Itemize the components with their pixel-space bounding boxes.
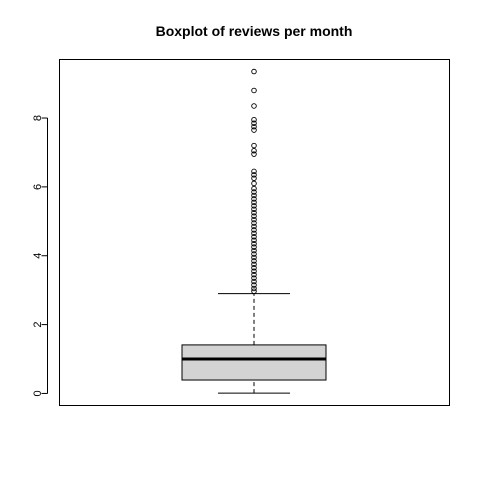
outlier-point	[251, 147, 257, 154]
outlier-point	[251, 87, 257, 94]
outlier-point	[251, 288, 257, 294]
outlier-point	[251, 278, 257, 285]
outlier-point	[251, 240, 257, 247]
outlier-point	[251, 216, 257, 223]
y-tick-label: 0	[32, 390, 44, 396]
outlier-point	[251, 230, 257, 237]
outlier-point	[251, 172, 257, 178]
outlier-point	[251, 282, 257, 288]
box-group	[181, 293, 327, 394]
outlier-point	[251, 206, 257, 213]
outlier-point	[251, 199, 257, 206]
y-tick-label: 2	[32, 322, 44, 328]
outlier-point	[251, 265, 257, 271]
outlier-point	[251, 103, 257, 109]
outlier-point	[251, 203, 257, 209]
y-axis: 0 2 4 6 8	[32, 115, 48, 397]
outlier-point	[251, 271, 257, 278]
outlier-point	[251, 127, 257, 133]
outlier-point	[251, 68, 257, 75]
outlier-point	[251, 285, 257, 292]
outlier-point	[251, 261, 257, 268]
outlier-point	[251, 192, 257, 199]
outlier-point	[251, 120, 257, 126]
outlier-point	[251, 175, 257, 182]
outliers	[251, 68, 257, 294]
outlier-point	[251, 209, 257, 216]
outlier-point	[251, 223, 257, 230]
outlier-point	[251, 258, 257, 264]
chart-title: Boxplot of reviews per month	[156, 23, 353, 39]
outlier-point	[251, 180, 257, 187]
outlier-point	[251, 220, 257, 226]
interquartile-box	[181, 344, 327, 381]
outlier-point	[251, 196, 257, 202]
y-tick-label: 6	[32, 184, 44, 190]
outlier-point	[251, 268, 257, 274]
outlier-point	[251, 142, 257, 149]
y-tick-label: 8	[32, 115, 44, 121]
outlier-point	[251, 254, 257, 261]
outlier-point	[251, 237, 257, 243]
outlier-point	[251, 116, 257, 123]
outlier-point	[251, 185, 257, 192]
outlier-point	[251, 151, 257, 157]
outlier-point	[251, 168, 257, 175]
outlier-point	[251, 247, 257, 254]
plot-frame	[59, 59, 450, 406]
outlier-point	[251, 275, 257, 281]
outlier-point	[251, 244, 257, 250]
outlier-point	[251, 123, 257, 130]
outlier-point	[251, 234, 257, 240]
outlier-point	[251, 189, 257, 195]
outlier-point	[251, 227, 257, 233]
outlier-point	[251, 251, 257, 257]
outlier-point	[251, 213, 257, 219]
y-tick-label: 4	[32, 253, 44, 259]
